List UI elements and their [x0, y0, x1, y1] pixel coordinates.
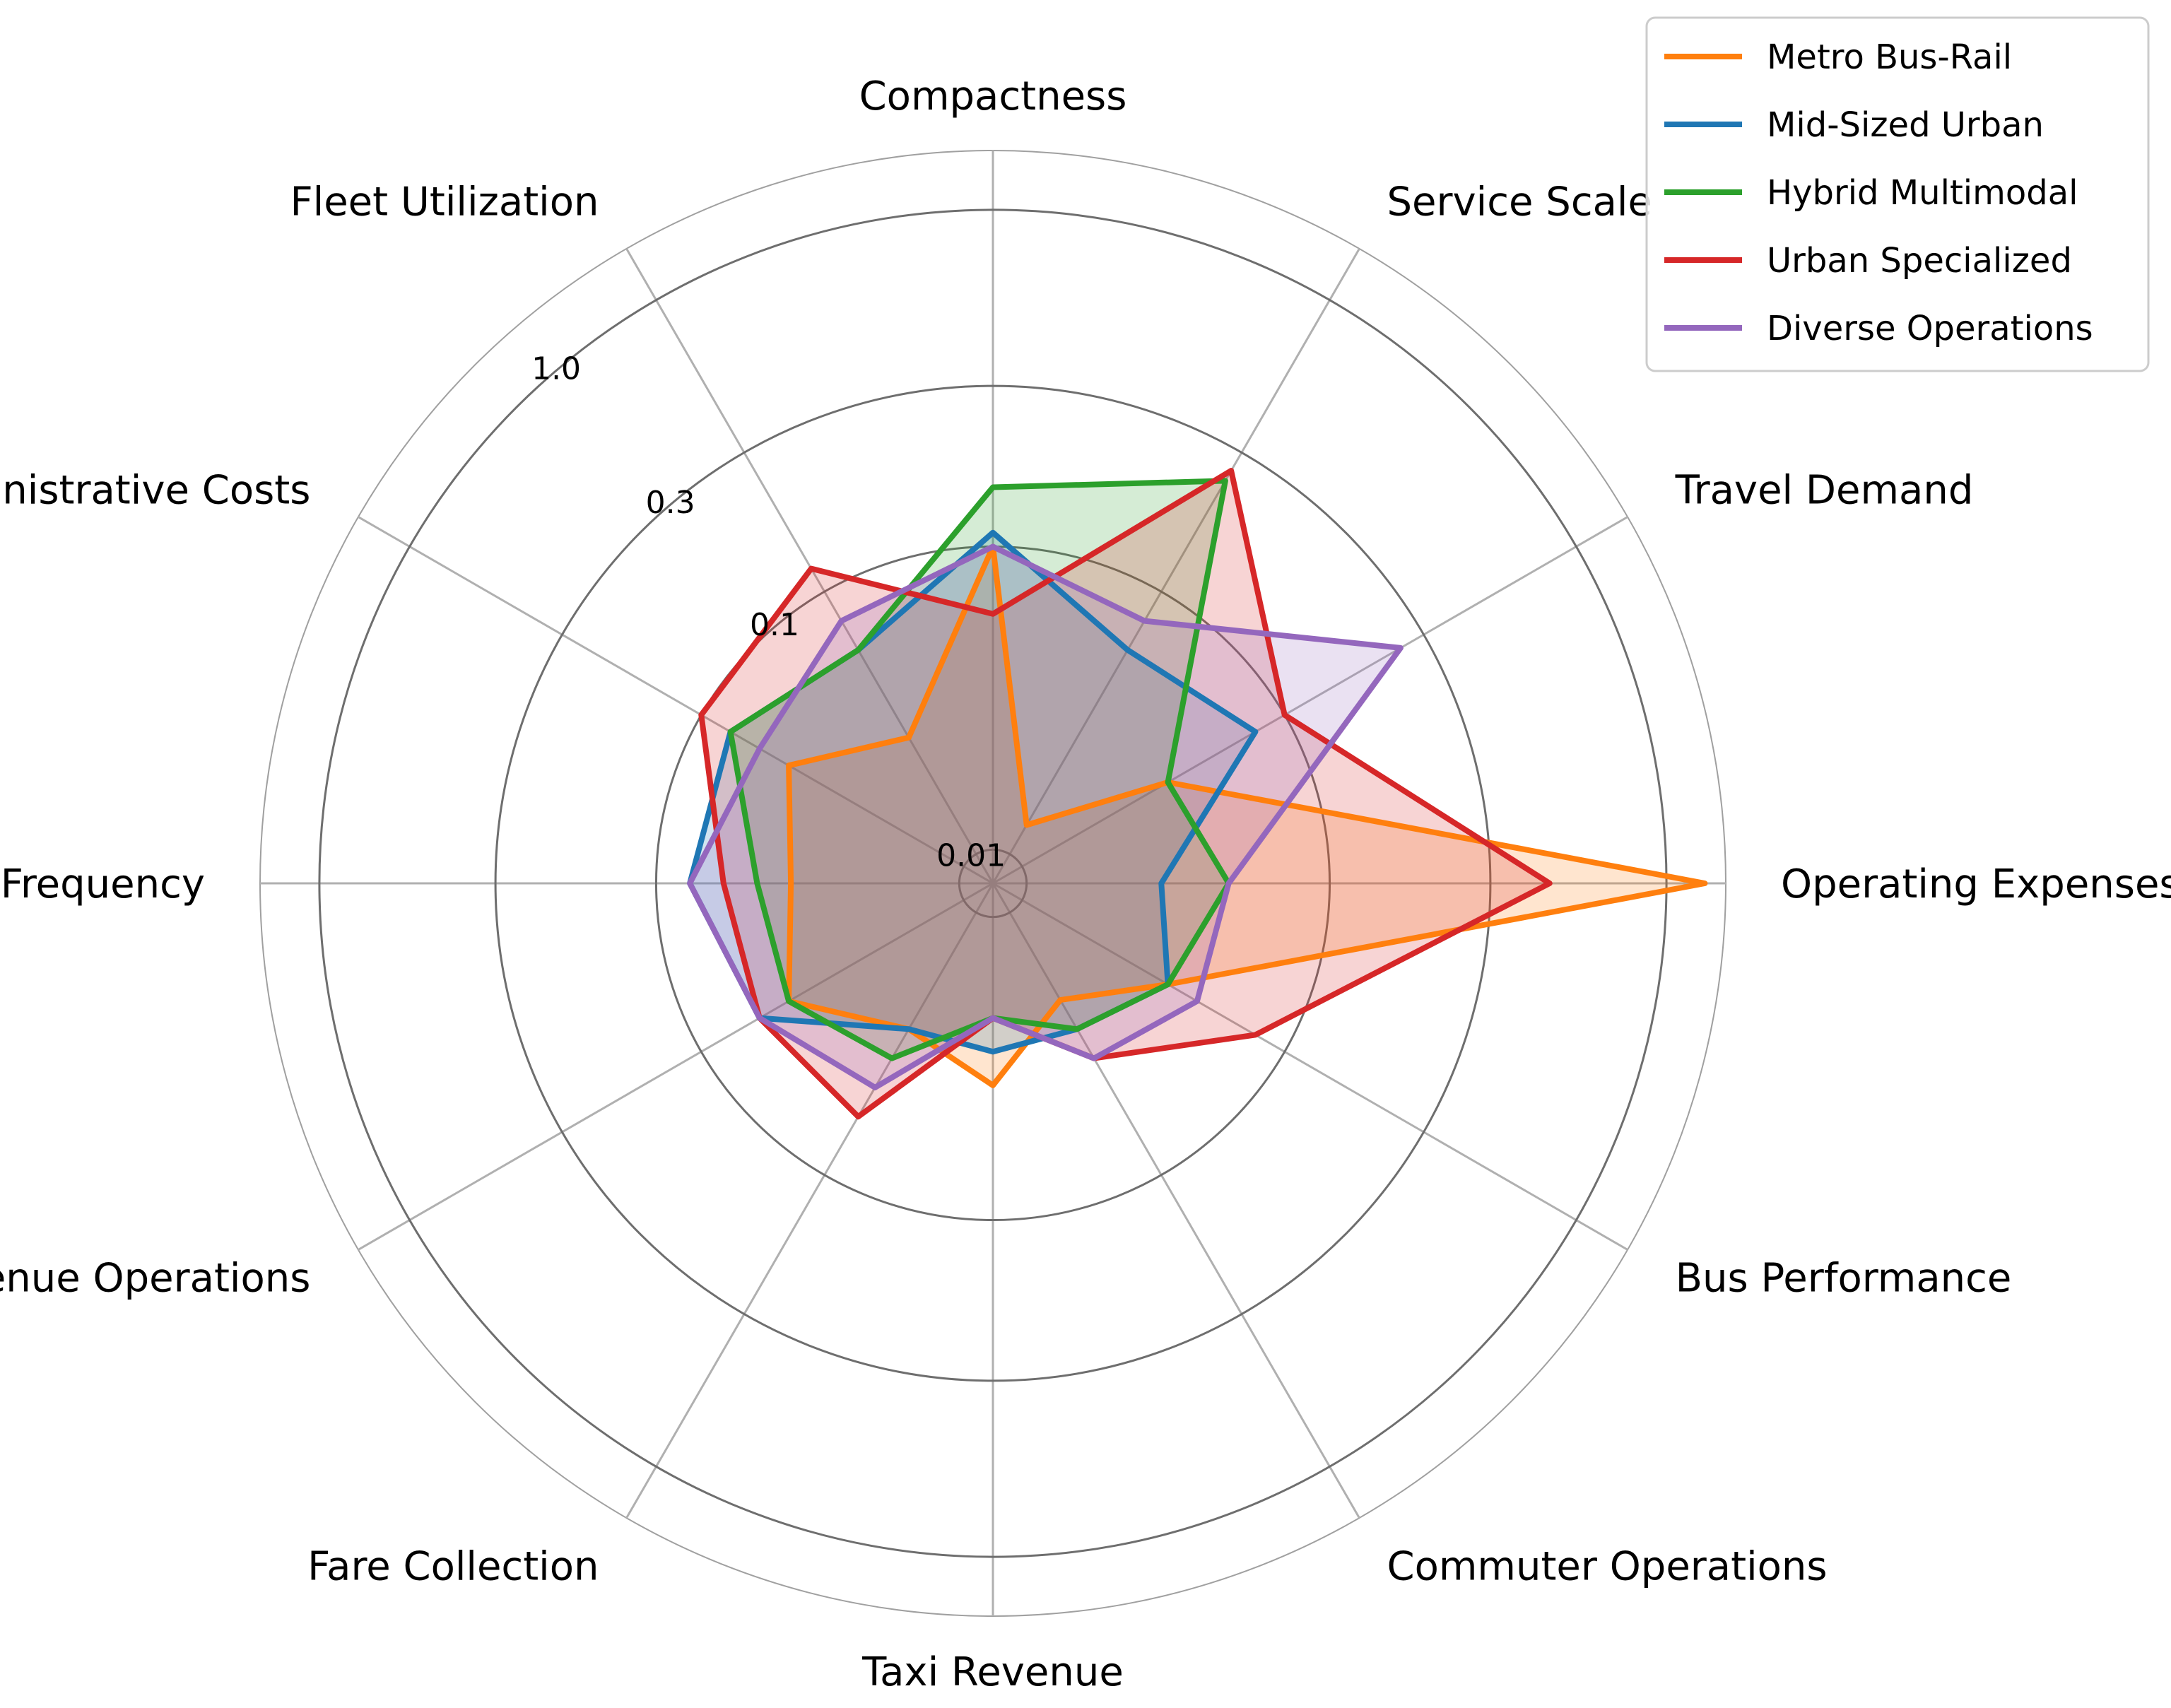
axis-spoke — [992, 516, 1628, 885]
axis-label: Travel Demand — [1675, 468, 1974, 514]
axis-spoke — [992, 883, 1360, 1519]
legend-label: Urban Specialized — [1767, 241, 2072, 281]
axis-label: Administrative Costs — [0, 468, 310, 514]
legend-label: Metro Bus-Rail — [1767, 37, 2012, 77]
grid-circle — [494, 384, 1492, 1382]
radar-labels: 0.01 0.1 0.3 1.0 Compactness Service Scale Tra… — [0, 73, 2171, 1695]
axis-spoke — [992, 248, 1360, 884]
axis-spoke — [992, 882, 1628, 1251]
radial-tick-label: 0.1 — [750, 607, 799, 643]
axis-label: Compactness — [859, 73, 1127, 119]
radial-tick-label: 0.3 — [646, 485, 695, 521]
legend-label: Hybrid Multimodal — [1767, 173, 2078, 213]
axis-label: Taxi Revenue — [861, 1649, 1124, 1695]
axis-label: Bus Performance — [1676, 1256, 2012, 1302]
grid-circle — [318, 208, 1668, 1558]
radar-grid — [259, 150, 1726, 1617]
legend-frame — [1645, 16, 2150, 372]
axis-spoke — [625, 883, 994, 1519]
axis-label: Commuter Operations — [1387, 1544, 1828, 1590]
axis-label: Operating Expenses — [1781, 861, 2171, 907]
axis-label: Service Frequency — [0, 861, 205, 907]
axis-label: Service Scale — [1387, 179, 1652, 225]
radar-series — [687, 468, 1708, 1120]
series-line — [687, 543, 1404, 1090]
axis-spoke — [358, 516, 994, 885]
radial-tick-label: 1.0 — [531, 351, 581, 387]
legend-label: Diverse Operations — [1767, 309, 2093, 348]
series-fill — [690, 532, 1256, 1052]
legend-label: Mid-Sized Urban — [1767, 105, 2044, 145]
axis-label: Fare Collection — [307, 1544, 599, 1590]
grid-circle — [958, 848, 1028, 919]
radial-tick-label: 0.01 — [936, 838, 1006, 874]
axis-spoke — [358, 882, 994, 1251]
legend: Metro Bus-Rail Mid-Sized Urban Hybrid Mult… — [1645, 16, 2150, 372]
axis-label: Revenue Operations — [0, 1256, 310, 1302]
axis-spoke — [625, 248, 994, 884]
axis-label: Fleet Utilization — [290, 179, 599, 225]
series-fill — [789, 546, 1705, 1085]
series-fill — [730, 481, 1229, 1059]
